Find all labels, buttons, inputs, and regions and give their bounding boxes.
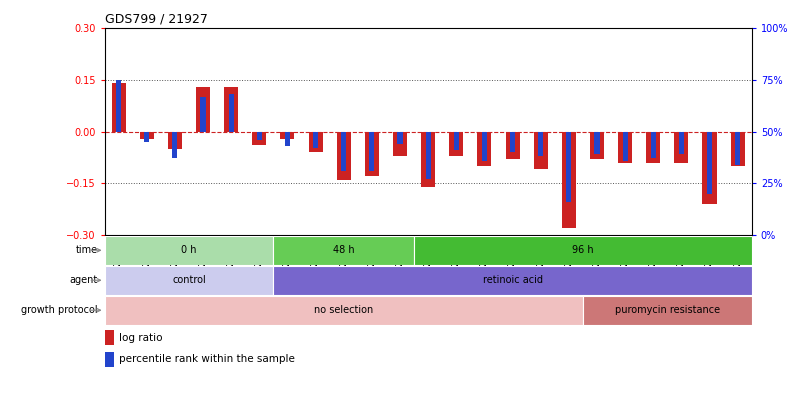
Bar [537,132,543,156]
Bar [228,94,234,132]
Text: puromycin resistance: puromycin resistance [614,305,719,315]
Bar [116,80,121,132]
Bar [734,132,740,165]
Text: agent: agent [70,275,98,285]
Bar [706,132,711,194]
Bar [369,132,374,171]
Bar [140,132,153,139]
Bar [168,132,181,149]
Bar [280,132,294,139]
Bar [365,132,378,177]
Text: percentile rank within the sample: percentile rank within the sample [119,354,294,364]
Bar [533,132,547,169]
Text: log ratio: log ratio [119,333,162,343]
Bar [256,132,262,140]
Bar [144,132,149,142]
Bar [273,236,414,265]
Text: 48 h: 48 h [332,245,354,255]
Bar [481,132,487,160]
Bar [618,132,631,162]
Bar [509,132,515,152]
Bar [561,132,575,228]
Bar [582,296,751,325]
Bar [477,132,491,166]
Bar [589,132,603,159]
Text: retinoic acid: retinoic acid [482,275,542,285]
Text: time: time [75,245,98,255]
Bar [421,132,434,187]
Bar [284,132,290,146]
Bar [224,87,238,132]
Bar [104,330,114,345]
Bar [104,266,273,295]
Text: GDS799 / 21927: GDS799 / 21927 [104,13,207,26]
Bar [425,132,430,179]
Bar [112,83,125,132]
Bar [104,236,273,265]
Bar [200,96,206,132]
Bar [593,132,599,154]
Bar [340,132,346,171]
Bar [622,132,627,160]
Text: 0 h: 0 h [181,245,197,255]
Text: no selection: no selection [314,305,373,315]
Bar [336,132,350,180]
Bar [393,132,406,156]
Bar [650,132,655,158]
Bar [449,132,463,156]
Bar [505,132,519,159]
Bar [104,352,114,367]
Text: 96 h: 96 h [572,245,593,255]
Text: control: control [172,275,206,285]
Bar [252,132,266,145]
Bar [104,296,582,325]
Bar [273,266,751,295]
Bar [196,87,210,132]
Bar [678,132,683,154]
Bar [565,132,571,202]
Bar [172,132,177,158]
Bar [646,132,659,162]
Bar [414,236,751,265]
Bar [397,132,402,144]
Text: growth protocol: growth protocol [22,305,98,315]
Bar [730,132,744,166]
Bar [308,132,322,152]
Bar [702,132,715,204]
Bar [312,132,318,148]
Bar [674,132,687,162]
Bar [453,132,459,150]
